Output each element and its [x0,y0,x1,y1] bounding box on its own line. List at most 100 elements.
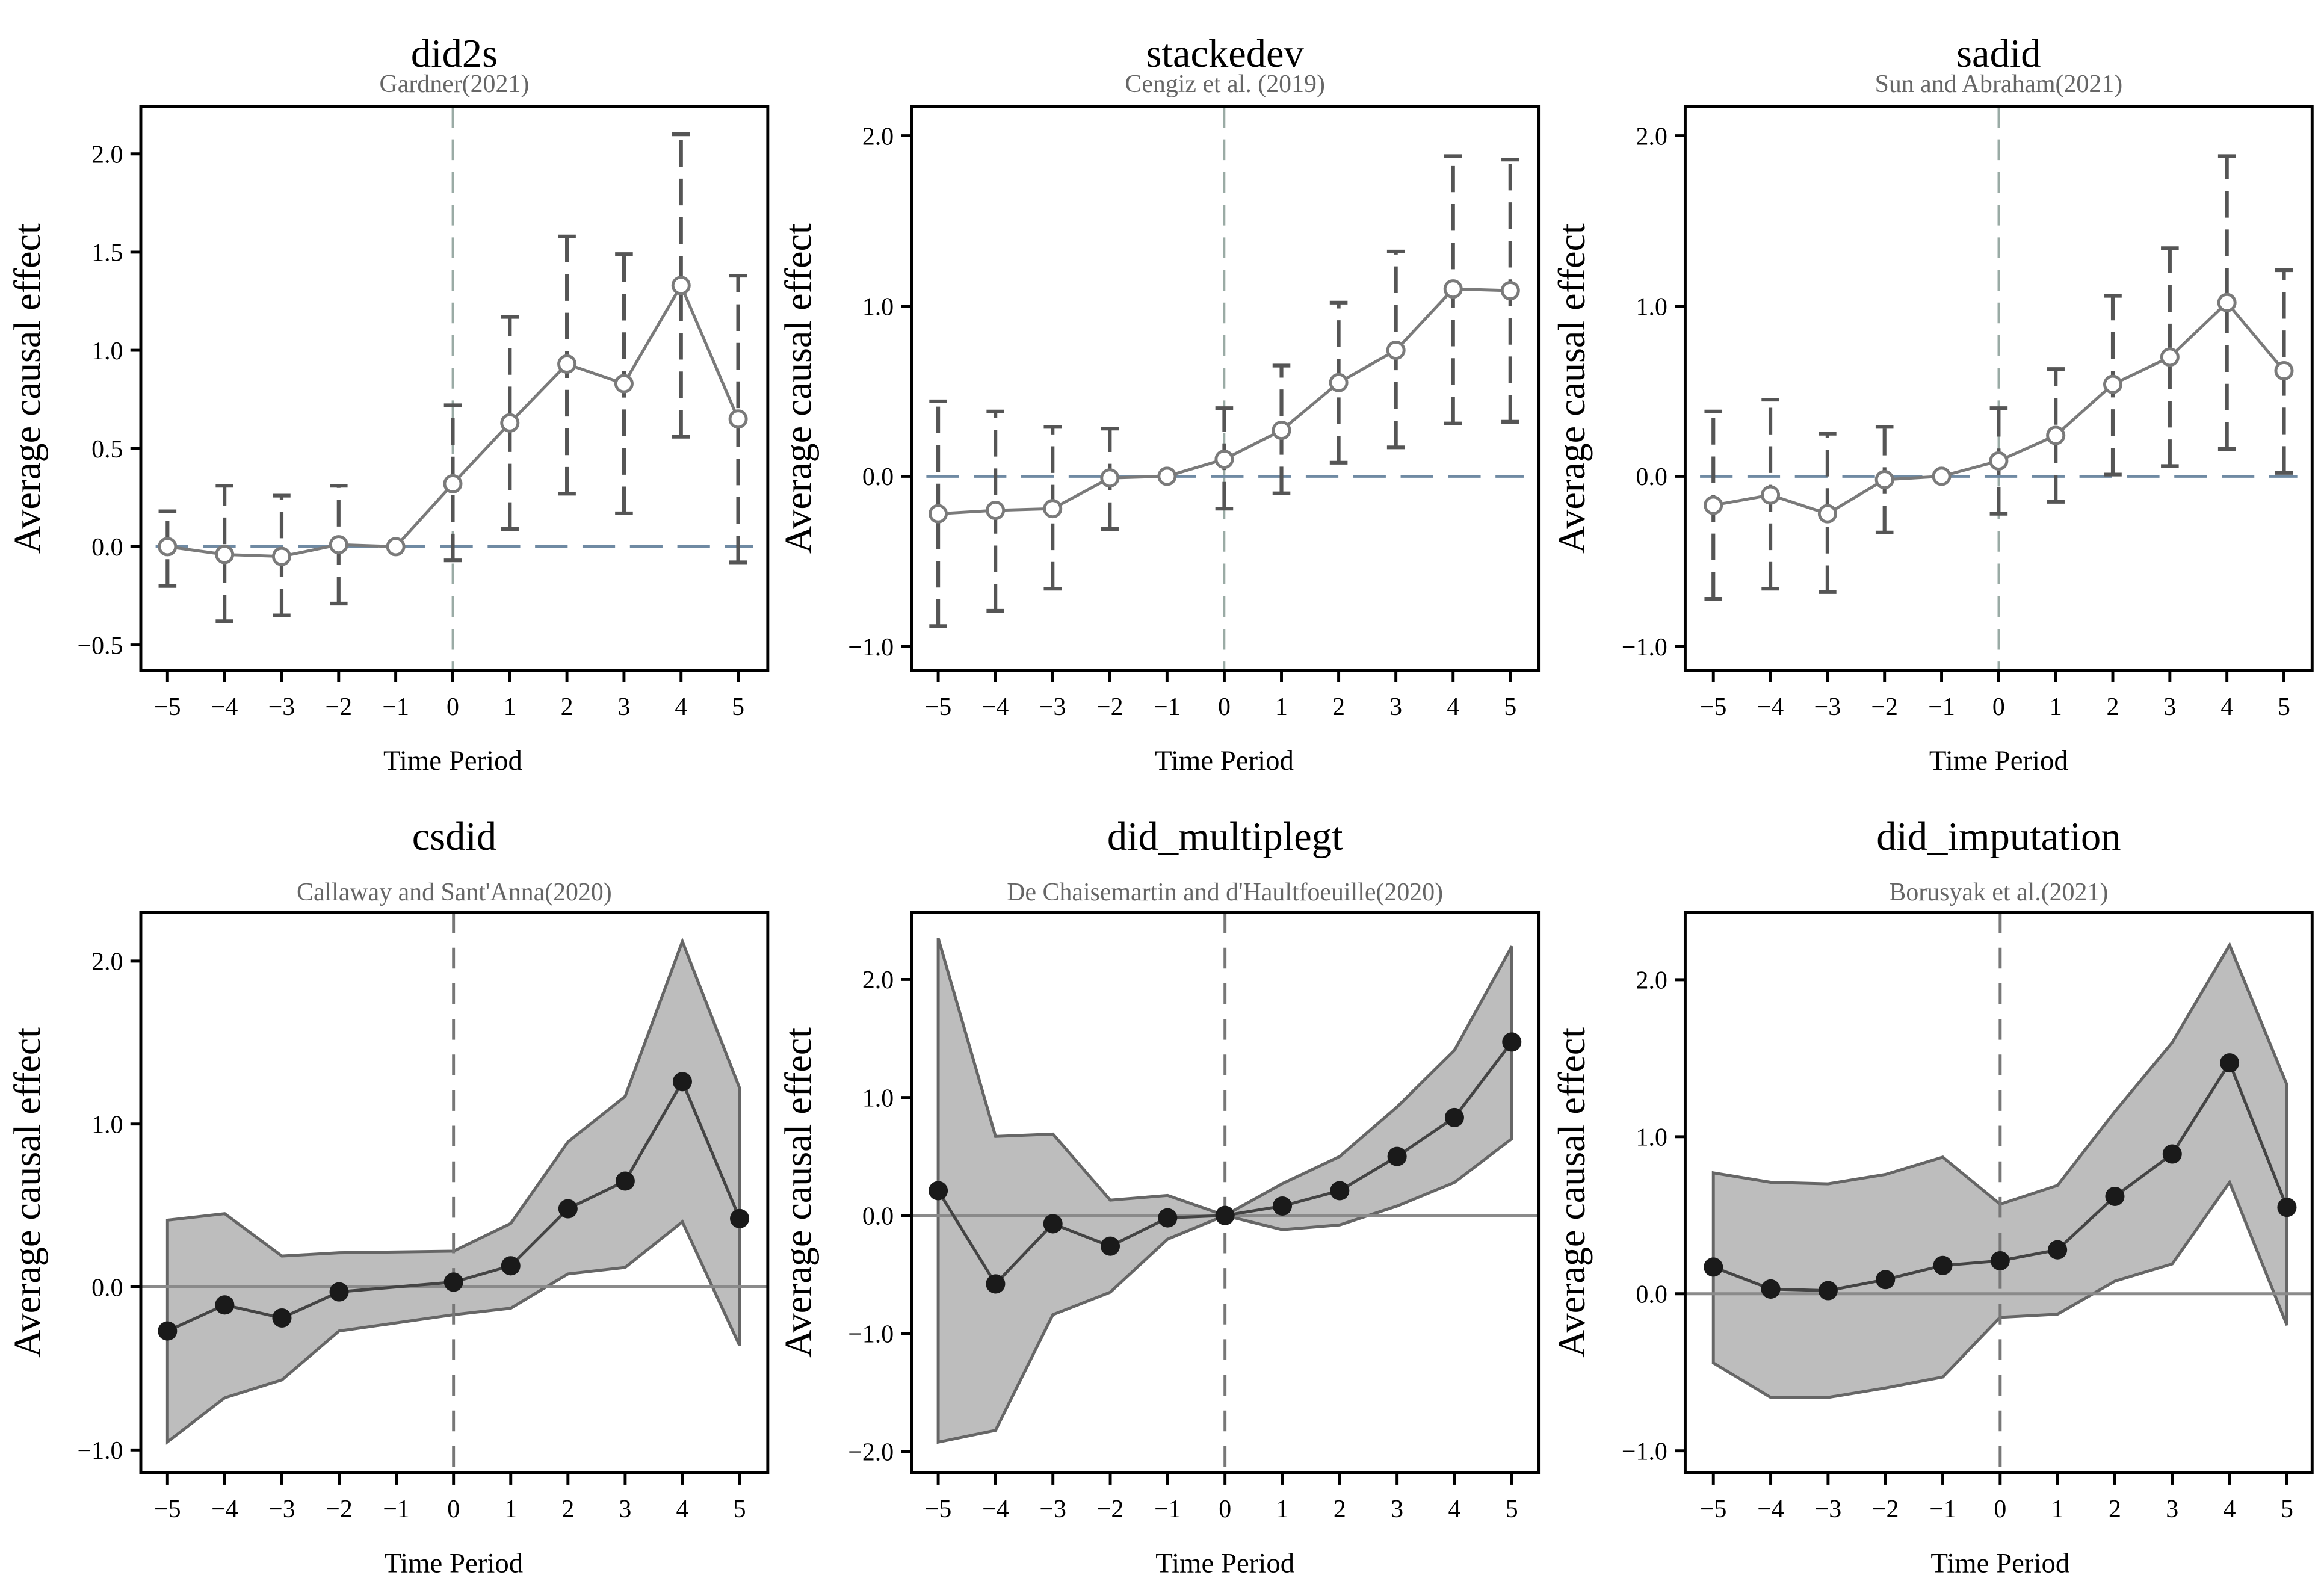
panel-title: sadid [1956,32,2041,76]
y-tick-label: 0.0 [91,534,123,561]
data-point [1329,373,1349,392]
x-tick-label: −1 [383,1496,410,1523]
confidence-band [936,938,1513,1444]
x-tick-label: −5 [1700,693,1727,721]
panel-subtitle: Gardner(2021) [380,70,530,98]
data-point [2105,1186,2125,1206]
x-tick-label: 2 [2107,693,2119,721]
y-tick-label: 0.5 [91,436,123,463]
data-point [728,409,748,429]
panel-subtitle: Borusyak et al.(2021) [1889,879,2108,906]
data-point [1272,1196,1293,1216]
x-tick-label: −4 [1757,1496,1784,1523]
x-tick-label: 5 [734,1496,746,1523]
x-tick-label: 4 [2220,693,2233,721]
x-axis-label: Time Period [1155,1547,1294,1579]
data-point [1817,504,1837,524]
data-point [929,504,948,524]
x-tick-label: −2 [1096,693,1123,721]
panel-csdid: csdid Callaway and Sant'Anna(2020) Average… [6,815,770,1579]
x-tick-label: −1 [1154,1496,1181,1523]
data-point [329,1282,349,1302]
data-point [730,1208,750,1228]
x-tick-label: 3 [1389,693,1402,721]
x-tick-label: −2 [326,1496,353,1523]
x-tick-label: −5 [154,693,181,721]
data-point [615,1171,635,1191]
y-tick-label: 0.0 [1636,463,1667,491]
y-tick-label: 2.0 [862,967,894,994]
x-tick-label: 5 [2281,1496,2293,1523]
data-point [1214,450,1234,469]
data-point [1215,1205,1235,1225]
x-tick-label: 0 [447,693,459,721]
data-point [1502,1032,1522,1052]
data-point [501,1256,521,1276]
y-tick-label: 2.0 [1636,967,1667,995]
x-tick-label: 3 [619,1496,631,1523]
x-tick-label: 3 [2166,1496,2178,1523]
x-tick-label: 2 [561,1496,574,1523]
x-tick-label: −4 [982,693,1009,721]
data-point [2217,292,2237,312]
y-tick-label: 0.0 [1636,1281,1667,1309]
x-tick-label: −4 [211,1496,238,1523]
plot-frame [139,105,770,672]
y-axis-label: Average causal effect [776,1027,819,1358]
y-axis-label: Average causal effect [776,223,819,554]
x-tick-label: −4 [211,693,238,721]
data-point [557,354,577,374]
data-point [929,1181,948,1201]
x-tick-label: 2 [561,693,573,721]
data-point [1500,280,1520,301]
x-tick-label: 4 [675,693,687,721]
data-point [2274,360,2294,381]
x-tick-label: −2 [326,693,353,721]
data-point [1990,1251,2010,1270]
x-tick-label: 0 [1219,1496,1231,1523]
x-tick-label: −3 [268,693,295,721]
data-point [1157,466,1177,486]
data-point [2220,1053,2240,1073]
x-tick-label: 4 [676,1496,689,1523]
x-tick-label: 2 [1332,693,1345,721]
y-tick-label: −2.0 [848,1439,894,1467]
x-tick-label: 4 [2224,1496,2236,1523]
y-tick-label: 0.0 [91,1274,123,1302]
x-tick-label: −1 [1154,693,1181,721]
data-point [215,545,235,565]
data-point [2160,347,2180,367]
data-point [1158,1208,1178,1228]
y-tick-label: 1.0 [91,338,123,365]
data-point [1818,1281,1838,1301]
x-tick-label: 3 [617,693,630,721]
x-tick-label: 5 [1504,693,1516,721]
panel-subtitle: Cengiz et al. (2019) [1125,70,1324,98]
x-tick-label: 1 [2050,693,2062,721]
data-point [215,1295,235,1315]
data-point [272,1308,292,1328]
x-tick-label: −4 [1757,693,1784,721]
data-point [1101,1236,1120,1256]
x-tick-label: −2 [1872,1496,1899,1523]
data-point [1874,470,1894,490]
x-tick-label: 2 [1334,1496,1346,1523]
data-point [271,546,291,566]
x-tick-label: −5 [1700,1496,1727,1523]
x-tick-label: −1 [1928,693,1955,721]
data-point [2277,1198,2297,1217]
data-point [500,413,520,433]
x-tick-label: 1 [2051,1496,2064,1523]
y-tick-label: 1.5 [91,240,123,267]
x-tick-label: −3 [268,1496,295,1523]
data-point [1043,1214,1063,1234]
series-line [167,1078,741,1332]
x-tick-label: −1 [1929,1496,1956,1523]
x-tick-label: −3 [1039,1496,1066,1523]
data-point [2046,425,2066,445]
y-axis-label: Average causal effect [6,223,49,554]
data-point [986,500,1006,521]
data-point [1043,499,1063,519]
x-tick-label: 1 [1276,1496,1289,1523]
